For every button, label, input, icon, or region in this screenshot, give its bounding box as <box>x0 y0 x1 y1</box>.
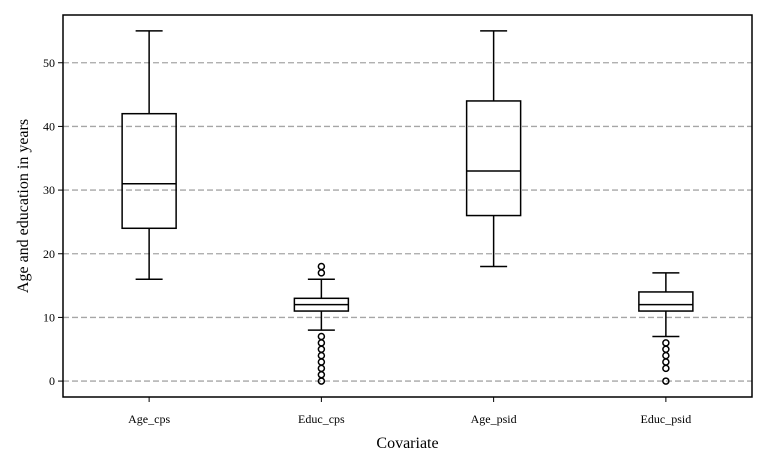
y-tick-label: 0 <box>49 374 55 388</box>
x-tick-label: Age_psid <box>471 412 517 426</box>
x-tick-label: Educ_psid <box>641 412 692 426</box>
boxes <box>121 30 694 385</box>
box-age-psid <box>465 30 522 268</box>
plot-background <box>63 15 752 397</box>
plot-frame <box>62 14 753 398</box>
y-axis-label: Age and education in years <box>15 119 32 293</box>
outlier-point <box>317 332 326 341</box>
x-tick-label: Educ_cps <box>298 412 345 426</box>
x-axis: Age_cps Educ_cps Age_psid Educ_psid <box>128 397 691 426</box>
box-educ-cps <box>293 262 350 385</box>
outlier-point <box>317 262 326 271</box>
gridlines <box>63 62 752 382</box>
iqr-box <box>465 100 522 217</box>
y-tick-label: 30 <box>43 183 55 197</box>
y-tick-label: 10 <box>43 310 55 324</box>
x-tick-label: Age_cps <box>128 412 170 426</box>
outlier-point <box>662 377 670 385</box>
y-axis: 0 10 20 30 40 50 <box>43 56 63 388</box>
outlier-point <box>662 339 670 347</box>
y-tick-label: 40 <box>43 119 55 133</box>
x-axis-label: Covariate <box>376 435 438 452</box>
y-tick-label: 20 <box>43 247 55 261</box>
box-educ-psid <box>638 272 694 385</box>
y-tick-label: 50 <box>43 56 55 70</box>
box-age-cps <box>121 30 177 280</box>
iqr-box <box>121 112 177 230</box>
iqr-box <box>638 291 694 312</box>
